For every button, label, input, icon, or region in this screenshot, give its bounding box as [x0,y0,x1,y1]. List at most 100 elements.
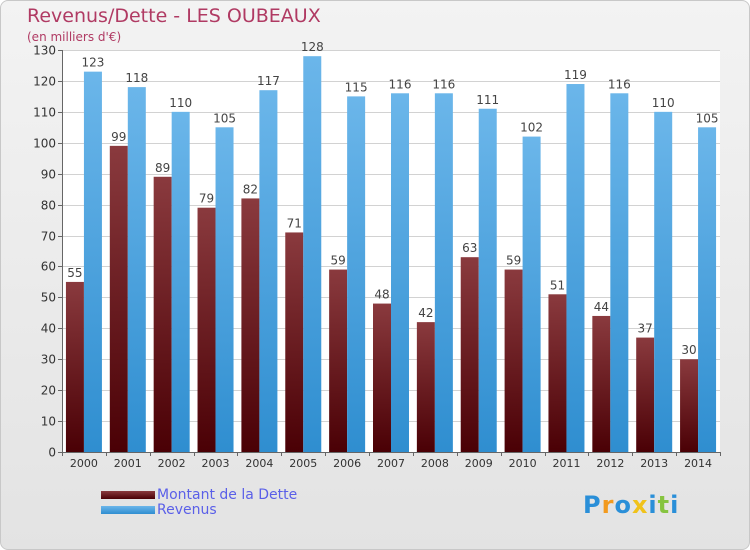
bar-debt [636,337,655,452]
data-label-revenue: 116 [389,77,412,91]
data-label-debt: 59 [506,254,521,268]
legend-item-debt: Montant de la Dette [101,486,298,503]
logo-letter: o [614,491,632,519]
x-tick-label: 2008 [421,457,449,470]
bar-revenue [347,96,366,452]
data-label-revenue: 119 [564,68,587,82]
data-label-debt: 89 [155,161,170,175]
bar-debt [548,294,567,452]
bar-revenue [391,93,409,453]
bar-debt [241,198,260,452]
bar-revenue [171,111,190,452]
logo-letter: t [657,491,671,519]
data-label-revenue: 105 [696,111,719,125]
data-label-debt: 59 [330,254,345,268]
y-tick-label: 100 [33,137,56,151]
data-label-revenue: 116 [608,77,631,91]
x-tick-label: 2006 [333,457,361,470]
x-tick-label: 2005 [289,457,317,470]
data-label-revenue: 123 [81,56,104,70]
data-label-debt: 51 [550,278,565,292]
bar-debt [65,281,84,452]
bar-revenue [566,84,585,452]
bar-revenue [654,111,673,452]
data-label-revenue: 115 [345,80,368,94]
y-tick-label: 20 [41,384,56,398]
x-tick-label: 2010 [509,457,537,470]
x-tick-label: 2009 [465,457,493,470]
bar-debt [416,322,435,452]
y-tick-label: 50 [41,291,56,305]
bar-revenue [215,127,234,453]
y-tick-label: 130 [33,44,56,58]
y-tick-label: 80 [41,199,56,213]
data-label-revenue: 102 [520,121,543,135]
bar-revenue [522,136,541,453]
x-tick-label: 2007 [377,457,405,470]
bar-debt [592,315,611,452]
x-tick-label: 2001 [114,457,142,470]
x-tick-label: 2011 [552,457,580,470]
y-tick-label: 70 [41,230,56,244]
proxiti-logo: Proxiti [583,491,679,519]
logo-letter: x [631,491,649,519]
y-tick-label: 0 [48,446,56,460]
bar-debt [153,176,172,453]
data-label-debt: 63 [462,241,477,255]
x-tick-label: 2014 [684,457,712,470]
bar-debt [329,269,348,452]
bar-debt [680,359,699,452]
data-label-revenue: 128 [301,40,324,54]
y-tick-label: 60 [41,260,56,274]
logo-letter: r [601,491,615,519]
x-tick-label: 2000 [70,457,98,470]
bar-revenue [127,87,146,452]
data-label-debt: 37 [638,322,653,336]
legend-item-revenue: Revenus [101,501,297,518]
x-tick-label: 2004 [245,457,273,470]
data-label-revenue: 117 [257,74,280,88]
data-label-debt: 79 [199,192,214,206]
y-tick-label: 110 [33,106,56,120]
bar-revenue [610,93,629,453]
bar-revenue [434,93,453,453]
bar-debt [285,232,304,452]
data-label-revenue: 110 [169,96,192,110]
x-tick-label: 2002 [158,457,186,470]
y-tick-label: 10 [41,415,56,429]
data-label-debt: 30 [681,343,696,357]
y-tick-label: 120 [33,75,56,89]
data-label-revenue: 105 [213,111,236,125]
bar-revenue [259,90,278,452]
legend-label-debt: Montant de la Dette [157,486,298,503]
data-label-debt: 82 [243,182,258,196]
chart-title: Revenus/Dette - LES OUBEAUX [27,5,321,27]
data-label-debt: 48 [374,288,389,302]
bar-revenue [303,56,322,452]
legend-swatch-revenue [101,505,155,514]
y-tick-label: 90 [41,168,56,182]
chart-subtitle: (en milliers d'€) [27,30,122,44]
y-tick-label: 30 [41,353,56,367]
bar-revenue [83,71,102,453]
data-label-debt: 55 [67,266,82,280]
legend: Montant de la Dette Revenus [101,486,298,518]
y-tick-label: 40 [41,322,56,336]
bar-debt [373,303,391,452]
data-label-debt: 99 [111,130,126,144]
bar-revenue [478,108,497,452]
bar-debt [460,257,479,452]
x-tick-label: 2013 [640,457,668,470]
logo-letter: i [670,491,680,519]
x-tick-label: 2012 [596,457,624,470]
data-label-revenue: 118 [125,71,148,85]
logo-letter: P [583,491,602,519]
bar-debt [109,145,128,452]
legend-label-revenue: Revenus [157,501,217,518]
data-label-debt: 71 [287,216,302,230]
x-tick-label: 2003 [202,457,230,470]
bar-debt [504,269,523,452]
data-label-revenue: 111 [476,93,499,107]
